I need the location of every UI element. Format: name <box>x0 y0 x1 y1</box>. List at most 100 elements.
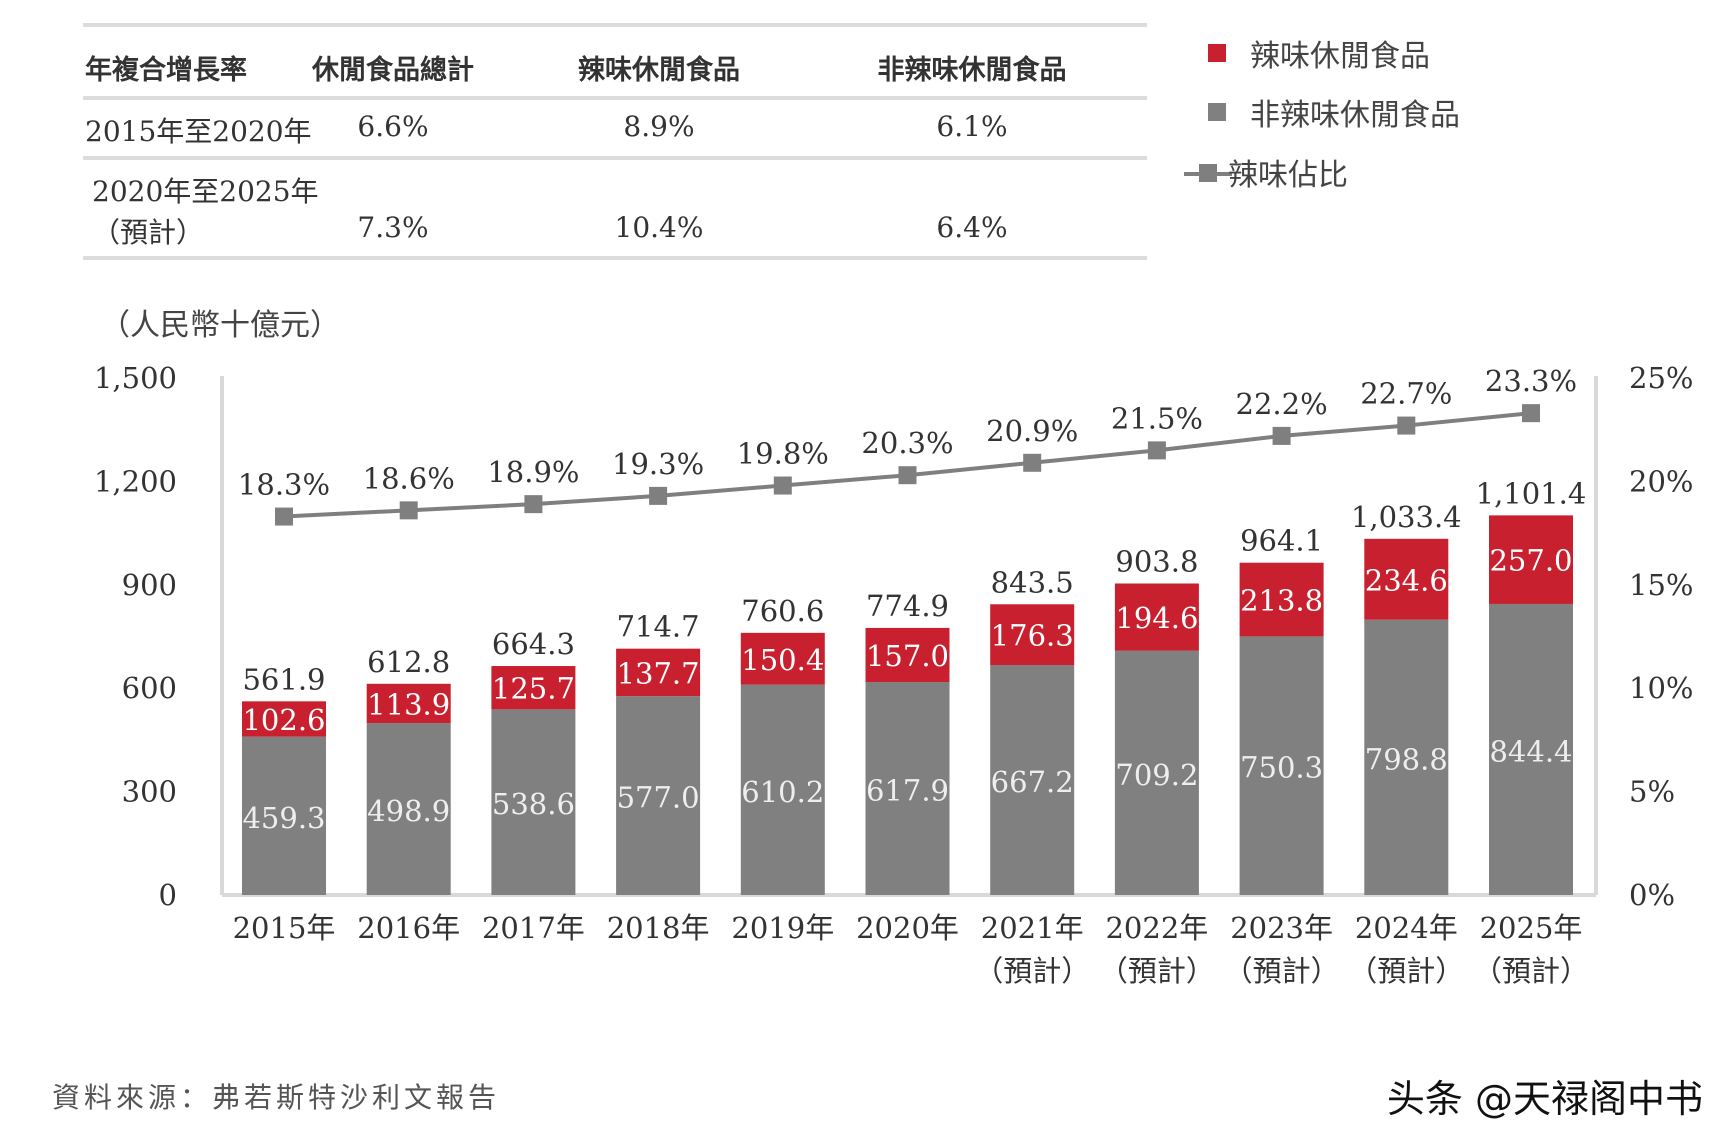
bar-non-spicy <box>1239 636 1324 895</box>
bar-non-spicy <box>491 709 576 895</box>
share-marker <box>275 507 293 526</box>
bar-total-label: 903.8 <box>1115 544 1198 578</box>
bar-label-spicy: 157.0 <box>866 639 949 673</box>
share-marker <box>399 501 418 520</box>
share-marker <box>649 486 668 505</box>
bar-non-spicy <box>1489 603 1573 895</box>
bar-non-spicy <box>1364 619 1449 895</box>
bar-total-label: 664.3 <box>492 627 575 661</box>
bar-label-spicy: 113.9 <box>367 687 450 721</box>
bar-label-non-spicy: 709.2 <box>1115 758 1198 792</box>
share-label: 22.7% <box>1360 377 1452 411</box>
bar-label-spicy: 176.3 <box>991 619 1074 653</box>
x-tick-label: （預計） <box>1473 954 1589 988</box>
y-tick-label: 1,500 <box>94 361 177 395</box>
bar-label-spicy: 137.7 <box>617 656 700 690</box>
bar-spicy <box>616 648 701 697</box>
bar-total-label: 1,101.4 <box>1476 476 1587 510</box>
share-marker <box>773 476 792 495</box>
y-tick-label: 900 <box>122 568 177 602</box>
bar-spicy <box>990 604 1075 666</box>
table-row-2-spicy: 10.4% <box>614 211 704 244</box>
table-row-2-total: 7.3% <box>357 211 429 244</box>
legend-marker-icon <box>1199 164 1217 182</box>
table-row-2-period-note: （預計） <box>92 216 205 249</box>
bar-non-spicy <box>616 696 701 895</box>
bar-non-spicy <box>242 736 326 895</box>
table-row-1-total: 6.6% <box>357 110 429 143</box>
y2-tick-label: 15% <box>1629 568 1693 602</box>
bar-non-spicy <box>1114 650 1199 895</box>
y-tick-label: 300 <box>122 775 177 809</box>
share-label: 18.6% <box>363 461 455 495</box>
bar-label-spicy: 213.8 <box>1240 584 1323 618</box>
y2-tick-label: 0% <box>1629 878 1675 912</box>
bar-label-non-spicy: 667.2 <box>991 765 1074 799</box>
bar-total-label: 612.8 <box>367 645 450 679</box>
share-marker <box>1397 416 1416 435</box>
table-header-total: 休閒食品總計 <box>312 55 474 86</box>
x-tick-label: （預計） <box>974 954 1090 988</box>
x-tick-label: 2016年 <box>357 911 460 945</box>
share-label: 19.8% <box>737 437 829 471</box>
bar-spicy <box>865 627 950 683</box>
table-rule-top <box>83 23 1147 27</box>
bar-spicy <box>491 666 576 710</box>
x-tick-label: 2015年 <box>233 911 336 945</box>
bar-total-label: 964.1 <box>1240 524 1323 558</box>
bar-spicy <box>242 701 326 737</box>
share-marker <box>1023 453 1042 472</box>
bar-spicy <box>1364 538 1449 620</box>
table-row-1-period: 2015年至2020年 <box>85 115 312 148</box>
y-tick-label: 0 <box>159 878 177 912</box>
y2-tick-label: 10% <box>1629 671 1693 705</box>
x-tick-label: 2025年 <box>1480 911 1583 945</box>
bar-label-spicy: 194.6 <box>1115 601 1198 635</box>
share-label: 18.9% <box>487 455 579 489</box>
bar-label-non-spicy: 844.4 <box>1489 734 1572 768</box>
share-label: 18.3% <box>238 468 330 502</box>
bar-total-label: 774.9 <box>866 589 949 623</box>
y2-tick-label: 20% <box>1629 464 1693 498</box>
unit-label: （人民幣十億元） <box>100 308 340 343</box>
share-marker <box>898 466 917 485</box>
bar-label-non-spicy: 459.3 <box>242 801 325 835</box>
bar-label-non-spicy: 577.0 <box>617 781 700 815</box>
share-label: 19.3% <box>612 447 704 481</box>
share-marker <box>1147 441 1166 460</box>
bar-non-spicy <box>990 665 1075 895</box>
legend-item-spicy: 辣味休閒食品 <box>1196 33 1430 74</box>
x-tick-label: （預計） <box>1224 954 1340 988</box>
y2-tick-label: 25% <box>1629 361 1693 395</box>
bar-non-spicy <box>366 723 451 895</box>
share-label: 20.3% <box>861 426 953 460</box>
x-tick-label: 2018年 <box>607 911 710 945</box>
bar-label-spicy: 125.7 <box>492 672 575 706</box>
bar-total-label: 760.6 <box>741 594 824 628</box>
source-note: 資料來源：弗若斯特沙利文報告 <box>52 1081 501 1114</box>
bar-non-spicy <box>865 682 950 895</box>
x-tick-label: 2017年 <box>482 911 585 945</box>
y-tick-label: 600 <box>122 671 177 705</box>
legend-label: 辣味佔比 <box>1228 158 1348 193</box>
bar-total-label: 843.5 <box>991 565 1074 599</box>
legend-item-share: 辣味佔比 <box>1228 152 1348 193</box>
x-tick-label: （預計） <box>1348 954 1464 988</box>
share-marker <box>1522 404 1540 423</box>
watermark: 头条 @天禄阁中书 <box>1386 1077 1703 1121</box>
x-tick-label: 2021年 <box>981 911 1084 945</box>
bar-spicy <box>1114 583 1199 651</box>
bar-total-label: 1,033.4 <box>1351 500 1462 534</box>
share-label: 20.9% <box>986 414 1078 448</box>
x-tick-label: （預計） <box>1099 954 1215 988</box>
x-tick-label: 2023年 <box>1230 911 1333 945</box>
x-tick-label: 2024年 <box>1355 911 1458 945</box>
y-tick-label: 1,200 <box>94 464 177 498</box>
share-marker <box>1272 426 1291 445</box>
table-row-1-non-spicy: 6.1% <box>936 110 1008 143</box>
table-header-non-spicy: 非辣味休閒食品 <box>877 55 1067 86</box>
legend-swatch-red <box>1208 44 1226 62</box>
table-rule-bottom <box>83 256 1147 260</box>
y2-tick-label: 5% <box>1629 775 1675 809</box>
